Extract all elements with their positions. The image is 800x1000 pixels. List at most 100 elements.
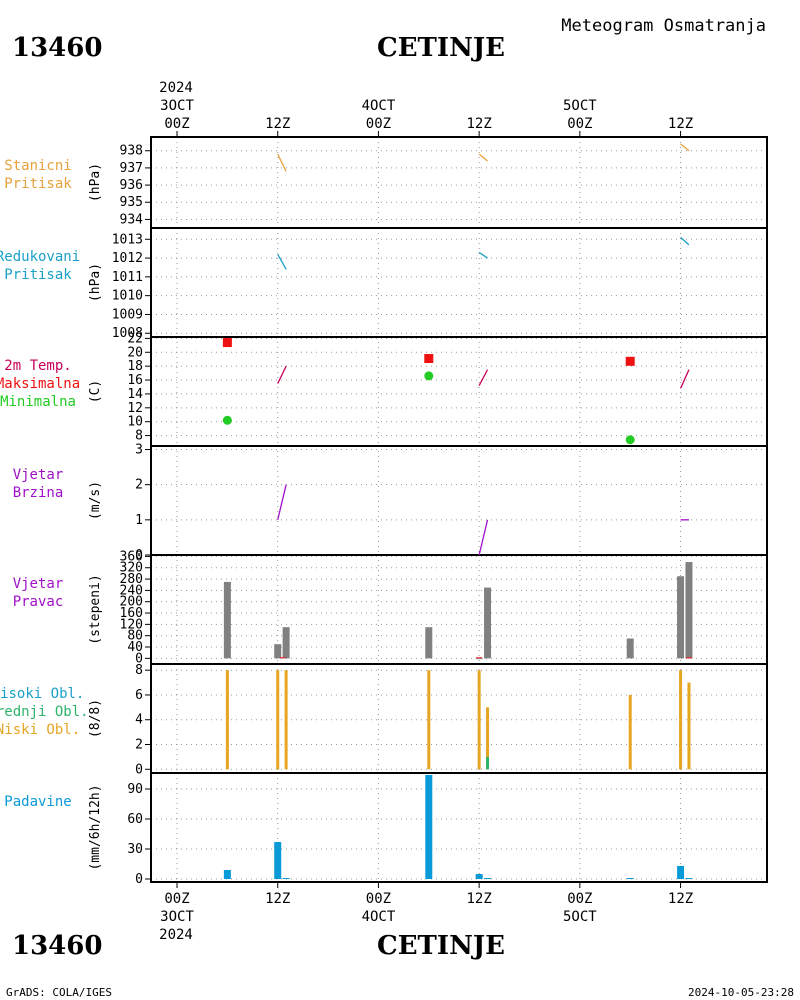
panel-frame (150, 772, 768, 883)
station-name-bottom: CETINJE (377, 931, 505, 961)
low-cloud-bar (284, 670, 288, 770)
low-cloud-bar (628, 694, 632, 770)
unit-label-wind_dir: (stepeni) (88, 574, 103, 644)
y-tick-label: 80 (127, 629, 143, 644)
x-tick-label-bottom: 12Z (668, 891, 693, 907)
label-reduced: Pritisak (4, 267, 72, 283)
x-date-label-bottom: 5OCT (563, 909, 597, 925)
y-tick-label: 0 (135, 762, 143, 777)
y-tick-label: 3 (135, 443, 143, 458)
label-clouds: Visoki Obl. (0, 686, 84, 702)
precipitation-bar (685, 878, 693, 879)
precipitation-bar (223, 870, 231, 879)
label-temp: 2m Temp. (4, 358, 71, 374)
unit-label-wind_speed: (m/s) (88, 481, 103, 520)
x-date-label-bottom: 4OCT (362, 909, 396, 925)
x-tick-label-top: 12Z (668, 116, 693, 132)
y-tick-label: 1011 (112, 270, 143, 285)
y-tick-label: 4 (135, 713, 143, 728)
y-tick-label: 320 (120, 561, 143, 576)
reduced-pressure-line (277, 253, 287, 270)
label-wind-speed: Brzina (13, 485, 64, 501)
tmin-marker (625, 435, 635, 445)
pressure-line (680, 143, 690, 152)
y-tick-label: 935 (120, 195, 143, 210)
y-tick-label: 1 (135, 513, 143, 528)
y-tick-label: 240 (120, 583, 143, 598)
y-tick-label: 20 (127, 345, 143, 360)
y-tick-label: 2 (135, 478, 143, 493)
x-date-label-bottom: 3OCT (160, 909, 194, 925)
y-tick-label: 6 (135, 688, 143, 703)
y-tick-label: 90 (127, 782, 143, 797)
label-wind-dir: Vjetar (13, 576, 64, 592)
label-pressure: Pritisak (4, 176, 72, 192)
low-cloud-bar (687, 682, 691, 770)
precipitation-bar (475, 874, 483, 879)
mid-cloud-bar (486, 756, 490, 770)
y-tick-label: 40 (127, 640, 143, 655)
label-temp: Maksimalna (0, 376, 80, 392)
precipitation-bar (484, 878, 492, 879)
y-tick-label: 30 (127, 842, 143, 857)
y-tick-label: 0 (135, 872, 143, 887)
temperature-line (277, 365, 287, 384)
label-clouds: Srednji Obl. (0, 704, 89, 720)
panel-frame (150, 136, 768, 229)
y-tick-label: 934 (120, 212, 144, 227)
precipitation-bar (626, 878, 634, 879)
y-tick-label: 160 (120, 606, 143, 621)
panel-clouds: 0 2 4 6 8 (135, 663, 768, 777)
x-tick-label-top: 00Z (164, 116, 189, 132)
low-cloud-bar (486, 707, 490, 770)
y-tick-label: 360 (120, 549, 143, 564)
low-cloud-bar (276, 670, 280, 770)
wind-speed-line (277, 484, 287, 520)
tmax-marker (424, 354, 434, 364)
wind-direction-bar (425, 627, 433, 659)
label-reduced: Redukovani (0, 249, 80, 265)
x-tick-label-top: 00Z (366, 116, 391, 132)
y-tick-label: 60 (127, 812, 143, 827)
unit-label-temp: (C) (88, 380, 103, 403)
wind-speed-line (478, 519, 489, 556)
low-cloud-bar (679, 670, 683, 770)
y-tick-label: 200 (120, 595, 143, 610)
panel-frame (150, 663, 768, 774)
label-clouds: Niski Obl. (0, 722, 80, 738)
tmax-marker (625, 356, 635, 366)
precipitation-bar (274, 842, 282, 879)
temperature-line (478, 369, 489, 386)
panel-frame (150, 554, 768, 665)
x-tick-label-top: 00Z (567, 116, 592, 132)
wind-direction-bar (685, 562, 693, 659)
timestamp-label: 2024-10-05-23:28 (688, 986, 794, 999)
meteogram-title: Meteogram Osmatranja (561, 16, 766, 36)
y-tick-label: 280 (120, 572, 143, 587)
label-precip: Padavine (4, 794, 71, 810)
wind-direction-bar (626, 638, 634, 659)
y-tick-label: 12 (127, 401, 143, 416)
unit-label-reduced: (hPa) (88, 263, 103, 302)
panel-reduced: 1008 1009 1010 1011 1012 1013 (112, 227, 768, 341)
low-cloud-bar (225, 670, 229, 770)
tmax-marker (222, 338, 232, 348)
bottom-year-label: 2024 (159, 927, 193, 943)
station-id-top: 13460 (12, 33, 102, 63)
x-date-label-top: 3OCT (160, 98, 194, 114)
y-tick-label: 10 (127, 415, 143, 430)
y-tick-label: 1008 (112, 326, 143, 341)
y-tick-label: 2 (135, 738, 143, 753)
pressure-line (478, 153, 488, 162)
panel-frame (150, 336, 768, 447)
y-tick-label: 1012 (112, 251, 143, 266)
x-tick-label-bottom: 12Z (466, 891, 491, 907)
panel-precip: 0 30 60 90 (127, 772, 768, 887)
unit-label-precip: (mm/6h/12h) (88, 784, 103, 870)
wind-direction-bar (484, 587, 492, 659)
y-tick-label: 0 (135, 651, 143, 666)
label-wind-dir: Pravac (13, 594, 64, 610)
